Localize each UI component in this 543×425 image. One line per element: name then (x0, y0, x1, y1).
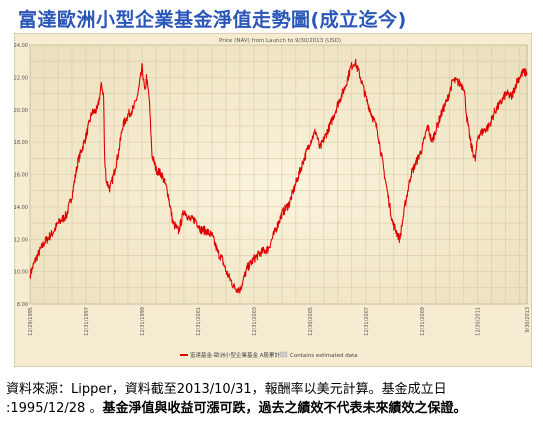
chart-title: Price (NAV) from Launch to 9/30/2013 (US… (219, 38, 341, 44)
source-line-2: :1995/12/28 。基金淨值與收益可漲可跌，過去之績效不代表未來績效之保證… (6, 399, 536, 418)
y-axis: 8.00 10.00 12.00 14.00 16.00 18.00 20.00 22.00 2… (14, 43, 28, 308)
series-line-nav (29, 58, 528, 294)
y-tick-label: 16.00 (14, 173, 28, 179)
source-note: 資料來源：Lipper，資料截至2013/10/31，報酬率以美元計算。基金成立… (6, 380, 536, 418)
disclaimer: 基金淨值與收益可漲可跌，過去之績效不代表未來績效之保證。 (102, 401, 467, 416)
nav-line-chart: Price (NAV) from Launch to 9/30/2013 (US… (14, 33, 532, 367)
page-title: 富達歐洲小型企業基金淨值走勢圖(成立迄今) (18, 9, 407, 31)
x-tick-label: 12/31/1997 (84, 307, 90, 336)
y-tick-label: 14.00 (14, 205, 28, 211)
chart-frame: Price (NAV) from Launch to 9/30/2013 (US… (14, 33, 532, 367)
y-tick-label: 18.00 (14, 140, 28, 146)
y-tick-label: 8.00 (17, 302, 28, 308)
legend-label-estimated: Contains estimated data (290, 353, 358, 359)
y-tick-label: 20.00 (14, 108, 28, 114)
x-tick-label: 12/31/2007 (364, 307, 370, 336)
y-tick-label: 10.00 (14, 270, 28, 276)
x-tick-label: 12/31/2009 (420, 307, 426, 336)
x-tick-label: 12/31/2001 (196, 307, 202, 336)
x-tick-label: 12/30/2005 (308, 307, 314, 336)
legend-swatch-estimated (279, 351, 288, 358)
legend-label-nav: 富達基金-歐洲小型企業基金 A股累計 (190, 351, 280, 359)
x-tick-label: 12/31/2003 (252, 307, 258, 336)
x-tick-label: 12/31/1999 (140, 307, 146, 336)
legend: 富達基金-歐洲小型企業基金 A股累計 Contains estimated da… (180, 351, 358, 359)
y-tick-label: 24.00 (14, 43, 28, 49)
x-tick-label: 9/30/2013 (525, 307, 531, 333)
grid (29, 44, 527, 305)
x-axis: 12/29/1995 12/31/1997 12/31/1999 12/31/2001… (28, 307, 531, 336)
x-tick-label: 12/29/1995 (28, 307, 34, 336)
x-tick-label: 12/30/2011 (476, 307, 482, 336)
source-line-1: 資料來源：Lipper，資料截至2013/10/31，報酬率以美元計算。基金成立… (6, 382, 447, 397)
source-line-2-prefix: :1995/12/28 。 (6, 401, 103, 416)
y-tick-label: 22.00 (14, 75, 28, 81)
y-tick-label: 12.00 (14, 237, 28, 243)
